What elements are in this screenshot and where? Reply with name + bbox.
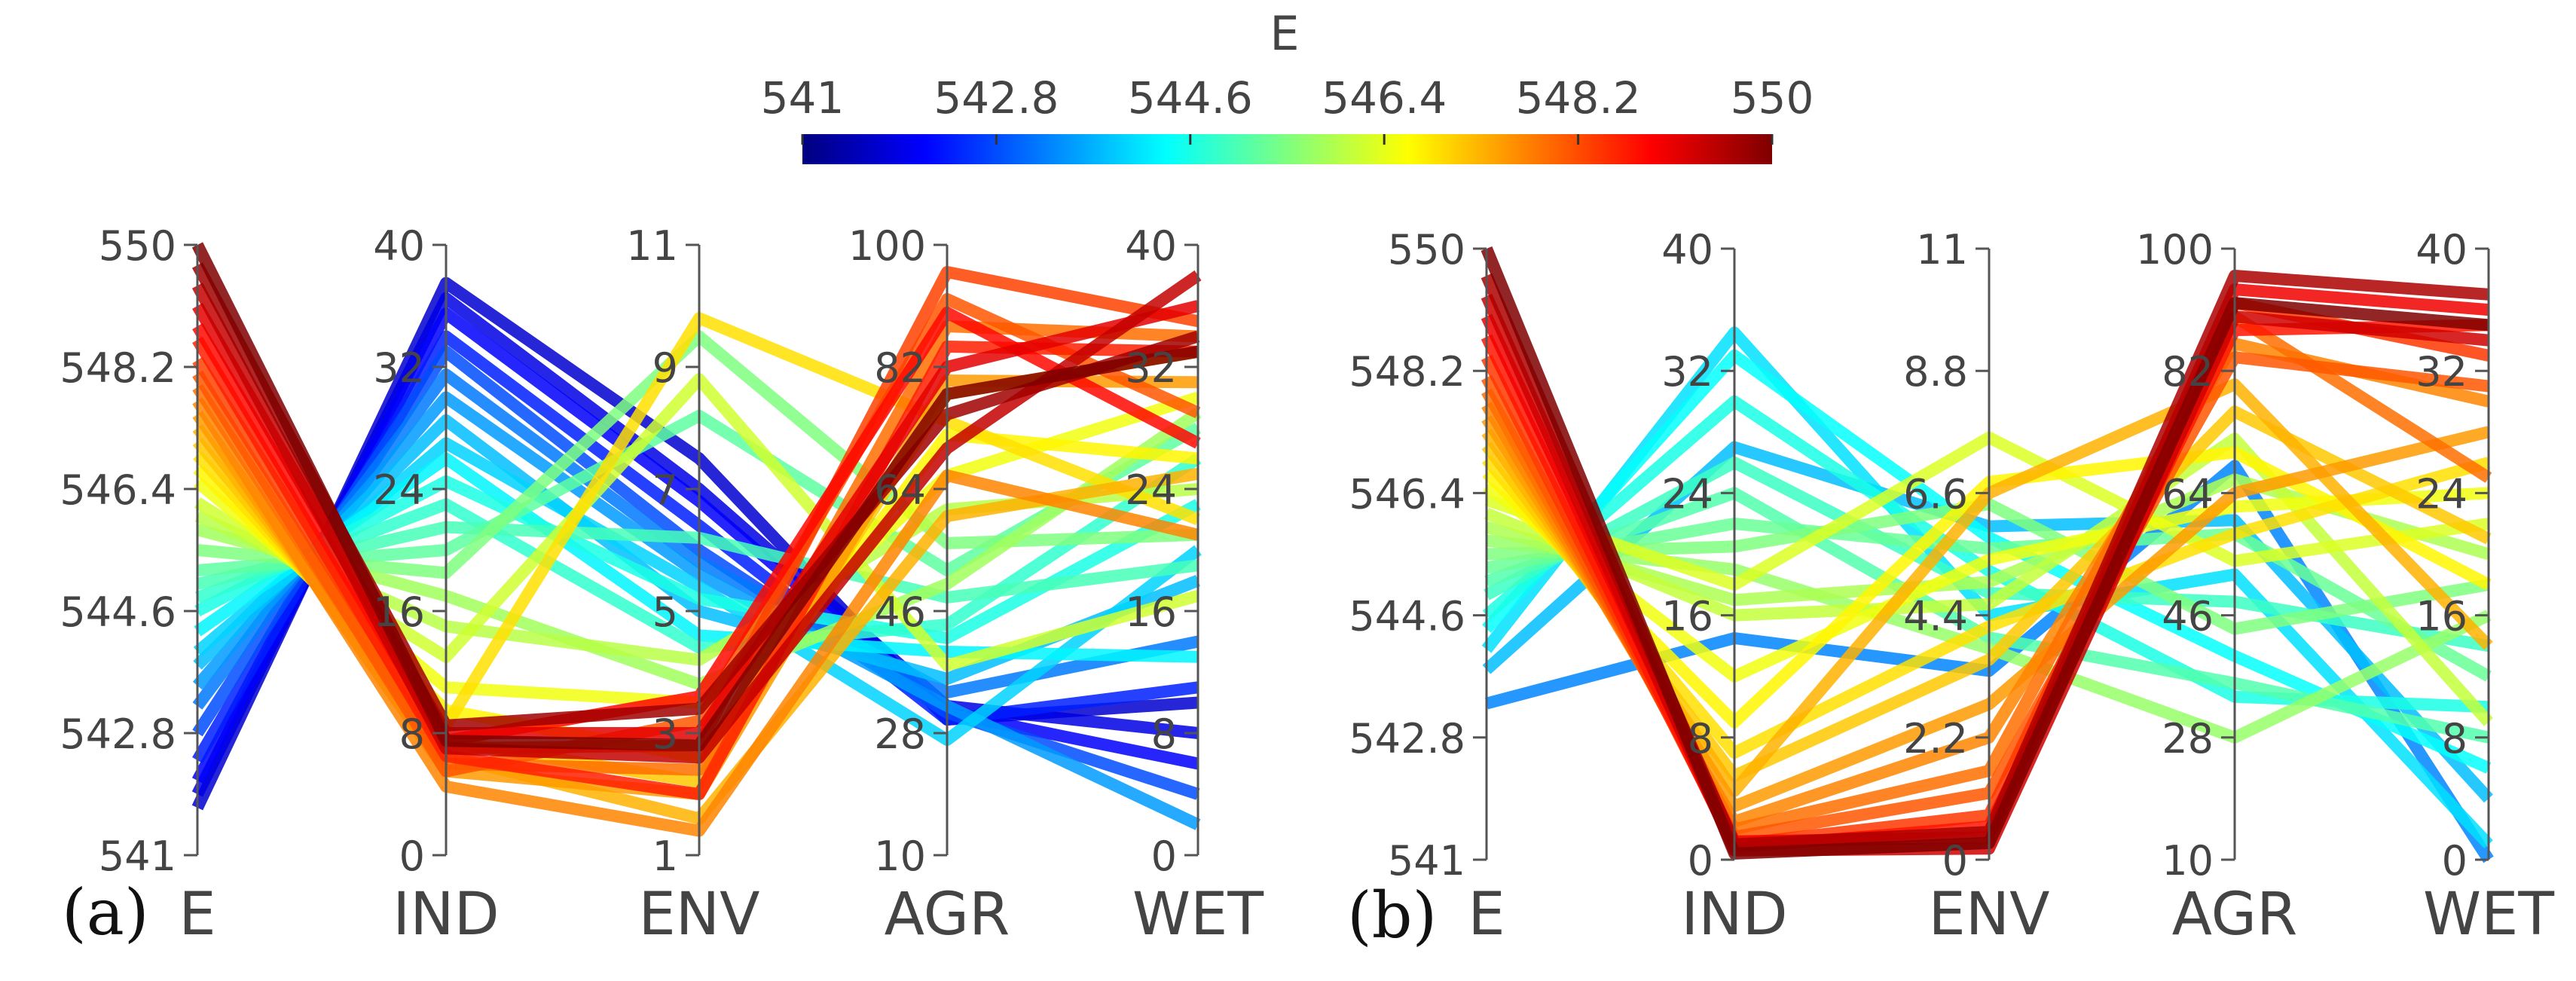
axis-name-agr: AGR <box>885 881 1010 949</box>
axis-tick-label: 24 <box>1661 470 1713 518</box>
axis-tick-label: 16 <box>1661 593 1713 640</box>
axis-tick-label: 9 <box>652 344 678 392</box>
axis-tick-label: 7 <box>652 466 678 514</box>
colorbar-tick-label: 546.4 <box>1322 72 1447 124</box>
axis-tick-label: 10 <box>874 833 926 880</box>
axis-name-ind: IND <box>1681 881 1787 949</box>
axis-name-agr: AGR <box>2172 881 2298 949</box>
axis-tick-label: 546.4 <box>60 466 176 514</box>
axis-tick-label: 544.6 <box>60 588 176 636</box>
axis-name-wet: WET <box>2423 881 2554 949</box>
axis-tick-label: 10 <box>2162 837 2214 885</box>
panel-b-axes: 550548.2546.4544.6542.8541E4032241680IND… <box>1349 226 2554 949</box>
axis-tick-label: 32 <box>1661 348 1713 396</box>
axis-tick-label: 1 <box>652 833 678 880</box>
panel-b: 550548.2546.4544.6542.8541E4032241680IND… <box>1347 226 2554 952</box>
axis-name-env: ENV <box>1929 881 2050 949</box>
axis-tick-label: 24 <box>2416 470 2468 518</box>
axis-tick-label: 542.8 <box>60 711 176 758</box>
panel-a-label: (a) <box>62 876 149 949</box>
colorbar-gradient <box>802 134 1772 164</box>
panel-b-lines <box>1481 246 2494 863</box>
axis-name-env: ENV <box>639 881 760 949</box>
axis-tick-label: 541 <box>99 833 176 880</box>
axis-tick-label: 8.8 <box>1903 348 1968 396</box>
axis-tick-label: 0 <box>2442 837 2468 885</box>
axis-tick-label: 11 <box>626 222 678 270</box>
axis-tick-label: 16 <box>1125 588 1177 636</box>
axis-tick-label: 0 <box>1688 837 1713 885</box>
axis-tick-label: 46 <box>2162 593 2214 640</box>
axis-tick-label: 32 <box>2416 348 2468 396</box>
axis-tick-label: 16 <box>2416 593 2468 640</box>
axis-tick-label: 0 <box>399 833 425 880</box>
axis-name-ind: IND <box>393 881 499 949</box>
axis-tick-label: 24 <box>1125 466 1177 514</box>
axis-tick-label: 28 <box>2162 715 2214 762</box>
axis-tick-label: 4.4 <box>1903 593 1968 640</box>
axis-name-e: E <box>179 881 215 949</box>
colorbar-title: E <box>1270 6 1299 61</box>
axis-tick-label: 64 <box>874 466 926 514</box>
axis-tick-label: 8 <box>1151 711 1177 758</box>
axis-tick-label: 100 <box>848 222 926 270</box>
panel-a-axes: 550548.2546.4544.6542.8541E4032241680IND… <box>60 222 1264 949</box>
axis-tick-label: 64 <box>2162 470 2214 518</box>
panel-a: 550548.2546.4544.6542.8541E4032241680IND… <box>60 222 1264 949</box>
axis-tick-label: 3 <box>652 711 678 758</box>
axis-tick-label: 40 <box>373 222 425 270</box>
colorbar-tick-label: 544.6 <box>1128 72 1253 124</box>
panel-b-label: (b) <box>1347 879 1437 952</box>
colorbar-tick-label: 542.8 <box>934 72 1059 124</box>
colorbar: E 541 542.8 544.6 546.4 548.2 550 <box>761 6 1814 164</box>
axis-tick-label: 548.2 <box>1349 348 1465 396</box>
axis-name-wet: WET <box>1132 881 1264 949</box>
axis-tick-label: 2.2 <box>1903 715 1968 762</box>
axis-tick-label: 40 <box>1661 226 1713 274</box>
axis-name-e: E <box>1468 881 1505 949</box>
axis-tick-label: 541 <box>1388 837 1465 885</box>
axis-tick-label: 32 <box>373 344 425 392</box>
axis-tick-label: 16 <box>373 588 425 636</box>
axis-tick-label: 46 <box>874 588 926 636</box>
axis-tick-label: 0 <box>1942 837 1968 885</box>
axis-tick-label: 28 <box>874 711 926 758</box>
axis-tick-label: 8 <box>2442 715 2468 762</box>
axis-tick-label: 8 <box>1688 715 1713 762</box>
axis-tick-label: 24 <box>373 466 425 514</box>
axis-tick-label: 544.6 <box>1349 593 1465 640</box>
axis-tick-label: 6.6 <box>1903 470 1968 518</box>
axis-tick-label: 0 <box>1151 833 1177 880</box>
axis-tick-label: 82 <box>2162 348 2214 396</box>
axis-tick-label: 550 <box>1388 226 1465 274</box>
axis-tick-label: 40 <box>1125 222 1177 270</box>
colorbar-tick-label: 548.2 <box>1516 72 1641 124</box>
axis-tick-label: 11 <box>1916 226 1968 274</box>
axis-tick-label: 82 <box>874 344 926 392</box>
axis-tick-label: 542.8 <box>1349 715 1465 762</box>
colorbar-ticks: 541 542.8 544.6 546.4 548.2 550 <box>761 72 1814 145</box>
colorbar-tick-label: 541 <box>761 72 845 124</box>
panel-a-lines <box>191 242 1202 837</box>
axis-tick-label: 546.4 <box>1349 470 1465 518</box>
colorbar-tick-label: 550 <box>1731 72 1814 124</box>
axis-tick-label: 100 <box>2136 226 2214 274</box>
axis-tick-label: 8 <box>399 711 425 758</box>
axis-tick-label: 40 <box>2416 226 2468 274</box>
axis-tick-label: 548.2 <box>60 344 176 392</box>
axis-tick-label: 32 <box>1125 344 1177 392</box>
axis-tick-label: 550 <box>99 222 176 270</box>
axis-tick-label: 5 <box>652 588 678 636</box>
